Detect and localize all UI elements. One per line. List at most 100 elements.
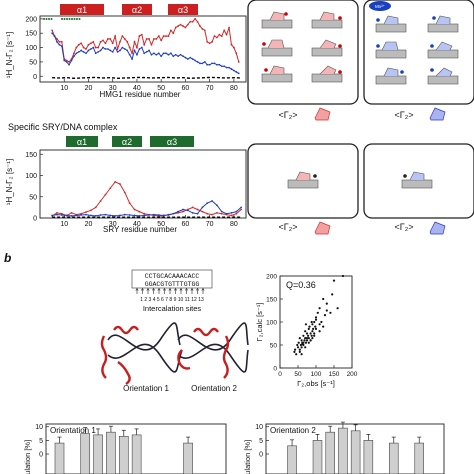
scatter-plot: 0 50 100 150 200 0 50 100 150 200 Q=0.36 Γ₂,obs [s⁻… bbox=[255, 274, 358, 389]
x-axis-label: HMG1 residue number bbox=[100, 90, 181, 99]
x-tick-label: 100 bbox=[311, 371, 322, 378]
data-point bbox=[75, 52, 78, 55]
scatter-point bbox=[298, 348, 301, 351]
x-tick-label: 60 bbox=[182, 221, 190, 228]
data-point bbox=[131, 58, 133, 60]
data-point bbox=[73, 52, 75, 55]
histogram-bar bbox=[350, 430, 361, 474]
orientation-1-label: Orientation 1 bbox=[123, 384, 169, 393]
x-tick-label: 40 bbox=[133, 85, 141, 92]
data-point bbox=[102, 46, 104, 49]
data-point bbox=[126, 49, 129, 52]
schematic-grid-blue bbox=[375, 15, 459, 85]
scatter-point bbox=[308, 325, 311, 328]
scatter-point bbox=[307, 341, 310, 344]
gamma-label: <Γ₂> bbox=[279, 110, 298, 120]
histogram-bar bbox=[325, 431, 335, 474]
data-point bbox=[119, 49, 121, 52]
schematic-bottom-right: <Γ₂> bbox=[363, 143, 474, 235]
data-point bbox=[138, 210, 141, 213]
y-axis-label: Γ₂,calc [s⁻¹] bbox=[255, 303, 264, 342]
y-tick-label: 150 bbox=[266, 297, 277, 304]
schematic-grid-red bbox=[261, 11, 343, 83]
y-tick-label: 100 bbox=[25, 45, 37, 52]
arrow-head-icon bbox=[141, 287, 144, 291]
y-tick-label: 10 bbox=[255, 424, 263, 431]
data-point bbox=[232, 69, 235, 72]
data-point bbox=[99, 49, 102, 52]
y-tick-label: 100 bbox=[25, 173, 37, 180]
scatter-point bbox=[298, 337, 301, 340]
data-point bbox=[184, 26, 187, 29]
scatter-point bbox=[304, 346, 307, 349]
data-point bbox=[199, 25, 201, 27]
data-point bbox=[201, 62, 204, 65]
data-point bbox=[60, 212, 63, 215]
data-point bbox=[216, 204, 218, 207]
data-point bbox=[211, 213, 213, 216]
y-axis-label: ¹H_N-Γ₂ [s⁻¹] bbox=[5, 159, 14, 205]
y-tick-label: 0 bbox=[273, 366, 277, 373]
histogram-bar bbox=[80, 433, 91, 474]
data-point bbox=[208, 63, 211, 66]
data-point bbox=[70, 214, 73, 217]
data-point bbox=[235, 52, 238, 55]
scatter-point bbox=[322, 325, 325, 328]
data-point bbox=[174, 53, 177, 56]
data-point bbox=[73, 55, 75, 58]
data-point bbox=[136, 53, 138, 56]
scatter-point bbox=[318, 323, 321, 326]
arrow-head-icon bbox=[168, 287, 172, 291]
scatter-point bbox=[302, 334, 305, 337]
scatter-point bbox=[303, 339, 306, 342]
scatter-point bbox=[314, 316, 318, 319]
mn-ion-icon bbox=[369, 1, 391, 11]
data-point bbox=[228, 26, 230, 29]
data-point bbox=[201, 210, 204, 213]
data-point bbox=[123, 48, 126, 50]
x-tick-label: 30 bbox=[109, 221, 117, 228]
y-tick-label: 200 bbox=[25, 16, 37, 23]
x-tick-label: 60 bbox=[182, 85, 190, 92]
data-point bbox=[218, 63, 221, 66]
arrow-head-icon bbox=[190, 287, 194, 291]
data-point bbox=[53, 35, 56, 37]
mn-label: Mn²⁺ bbox=[375, 4, 386, 9]
data-point bbox=[191, 58, 194, 60]
data-point bbox=[206, 202, 209, 205]
data-point bbox=[201, 206, 204, 209]
data-point bbox=[60, 45, 63, 48]
marker-dot bbox=[76, 18, 78, 20]
y-axis-label: Population [%] bbox=[243, 440, 252, 474]
data-point bbox=[80, 214, 83, 216]
data-point bbox=[68, 63, 70, 66]
histogram-bar bbox=[389, 442, 399, 474]
histogram-bar bbox=[338, 427, 348, 474]
data-point bbox=[199, 62, 201, 65]
data-point bbox=[119, 40, 121, 43]
marker-dot bbox=[45, 18, 48, 20]
data-point bbox=[150, 43, 153, 46]
data-point bbox=[184, 56, 187, 59]
histogram-bar bbox=[183, 442, 193, 474]
data-point bbox=[87, 43, 90, 46]
data-point bbox=[211, 62, 213, 65]
data-point bbox=[138, 35, 141, 37]
scatter-point bbox=[304, 323, 308, 326]
data-point bbox=[235, 210, 238, 213]
data-point bbox=[87, 49, 90, 52]
histogram-bar bbox=[118, 435, 129, 474]
x-tick-label: 80 bbox=[230, 85, 238, 92]
data-point bbox=[89, 42, 92, 45]
data-point bbox=[133, 49, 136, 52]
data-point bbox=[148, 214, 150, 216]
data-point bbox=[94, 52, 97, 55]
data-point bbox=[119, 183, 121, 185]
data-point bbox=[213, 62, 216, 65]
histogram-bar bbox=[414, 442, 424, 474]
schematic-top-right: Mn²⁺ <Γ₂> bbox=[363, 0, 474, 121]
data-point bbox=[191, 20, 194, 23]
scatter-point bbox=[297, 341, 300, 344]
y-tick-label: 50 bbox=[29, 194, 37, 201]
scatter-point bbox=[305, 337, 309, 340]
